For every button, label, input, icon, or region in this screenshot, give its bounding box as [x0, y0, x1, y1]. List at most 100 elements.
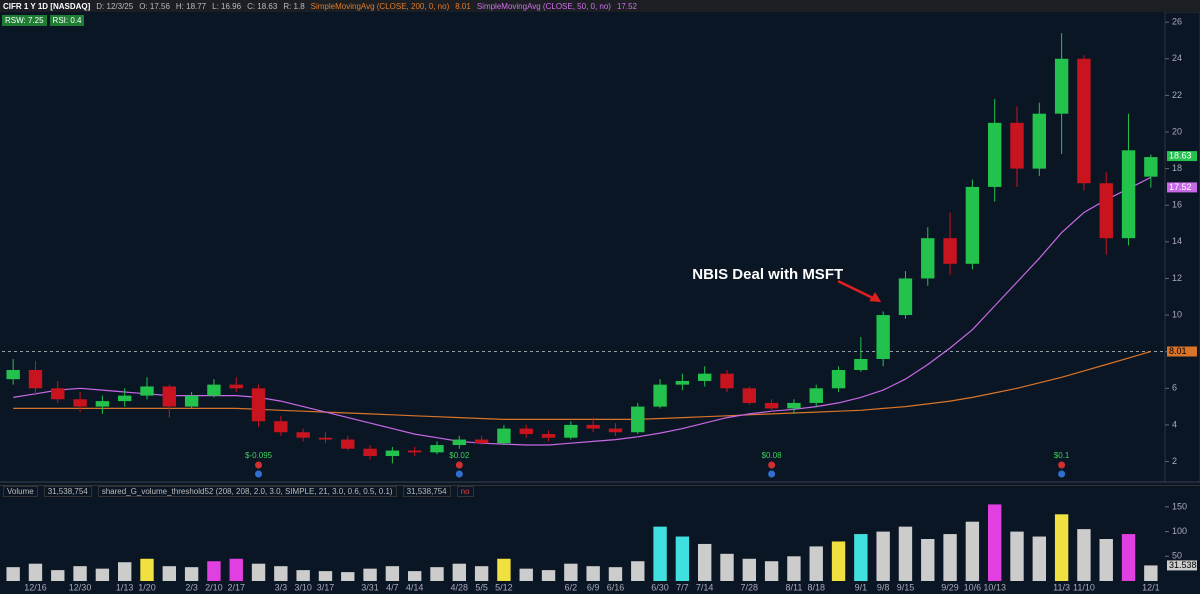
volume-bar [1054, 514, 1069, 581]
volume-bar [631, 561, 645, 581]
candle-body [876, 315, 890, 360]
volume-bar [586, 566, 600, 581]
volume-info: no [456, 485, 474, 497]
price-badge-label: 18.63 [1169, 150, 1192, 160]
event-label: $0.1 [1054, 451, 1070, 460]
volume-info: 31,538,754 [43, 485, 92, 497]
volume-bar [497, 558, 511, 581]
volume-bar [385, 566, 400, 581]
volume-bar [564, 563, 578, 581]
price-badge [1167, 560, 1197, 571]
moving-average-line [13, 176, 1152, 446]
volume-bar [698, 543, 712, 581]
x-tick-label: 3/31 [361, 582, 379, 592]
earnings-icon [455, 461, 463, 469]
candle-body [1144, 157, 1158, 177]
volume-bar [6, 567, 20, 581]
dividend-icon [768, 470, 776, 478]
dividend-icon [1058, 470, 1066, 478]
earnings-icon [255, 461, 263, 469]
volume-bar [653, 526, 667, 581]
candle-body [1032, 113, 1046, 169]
candle-body [854, 359, 868, 370]
volume-bar [363, 568, 377, 581]
x-tick-label: 4/28 [451, 582, 469, 592]
event-label: $-0.095 [245, 451, 273, 460]
candle-body [1010, 122, 1024, 169]
candle-body [1099, 183, 1113, 239]
volume-bar [318, 571, 333, 581]
x-tick-label: 6/16 [607, 582, 625, 592]
volume-bar [341, 572, 355, 581]
x-tick-label: 8/11 [785, 582, 802, 592]
candle-body [140, 386, 154, 396]
event-label: $0.08 [762, 451, 783, 460]
x-tick-label: 5/5 [475, 582, 488, 592]
volume-bar [965, 521, 980, 581]
y-tick-label: 20 [1172, 126, 1182, 136]
quote: R: 1.8 [283, 1, 305, 11]
candle-body [73, 399, 87, 407]
x-tick-label: 3/17 [317, 582, 335, 592]
candle-body [831, 369, 846, 389]
study-badge: RSW: 7.25 [2, 15, 47, 26]
y-tick-label: 6 [1172, 383, 1177, 393]
price-badge [1167, 346, 1197, 357]
price-badge-label: 31.5388 [1169, 560, 1200, 570]
volume-tick-label: 150 [1172, 501, 1187, 511]
y-tick-label: 26 [1172, 17, 1182, 27]
study-value: 8.01 [455, 1, 471, 11]
x-tick-label: 9/8 [877, 582, 890, 592]
volume-bar [742, 558, 756, 581]
candle-body [809, 388, 823, 403]
price-scale [1164, 11, 1200, 483]
volume-bar [118, 562, 132, 581]
candle-body [184, 395, 199, 407]
earnings-icon [768, 461, 776, 469]
x-tick-label: 7/7 [676, 582, 689, 592]
volume-bar [28, 563, 43, 581]
event-label: $0.02 [449, 451, 470, 460]
volume-bar [921, 539, 935, 581]
candle-body [474, 439, 489, 444]
study-badges: RSW: 7.25 RSI: 0.4 [2, 15, 85, 26]
x-tick-label: 11/10 [1073, 582, 1095, 592]
volume-bar [73, 566, 87, 581]
volume-header: Volume 31,538,754 shared_G_volume_thresh… [0, 485, 1200, 497]
candle-body [408, 450, 422, 453]
volume-tick-label: 100 [1172, 526, 1187, 536]
y-tick-label: 16 [1172, 200, 1182, 210]
dividend-icon [255, 470, 263, 478]
study-value: 17.52 [616, 1, 637, 11]
annotation-arrow [837, 279, 876, 301]
y-tick-label: 2 [1172, 456, 1177, 466]
symbol: CIFR 1 Y 1D [NASDAQ] [3, 1, 91, 11]
candle-body [764, 402, 779, 409]
volume-bar [452, 563, 466, 581]
x-tick-label: 12/30 [69, 582, 92, 592]
moving-average-line [13, 350, 1151, 420]
volume-bar [1121, 534, 1136, 581]
candle-body [541, 434, 556, 438]
x-tick-label: 7/28 [741, 582, 759, 592]
price-badge-label: 17.52 [1169, 182, 1192, 192]
x-tick-label: 10/13 [983, 582, 1006, 592]
candle-body [653, 384, 667, 407]
volume-bar [1032, 536, 1046, 581]
y-tick-label: 10 [1172, 309, 1182, 319]
x-tick-label: 12/1 [1142, 582, 1160, 592]
study-name: SimpleMovingAvg (CLOSE, 50, 0, no) [476, 1, 611, 11]
x-tick-label: 3/10 [294, 582, 312, 592]
volume-bar [988, 504, 1002, 581]
candle-body [274, 421, 288, 433]
candle-body [341, 439, 355, 449]
y-tick-label: 24 [1172, 53, 1182, 63]
candle-body [943, 238, 957, 264]
y-tick-label: 14 [1172, 236, 1182, 246]
study-name: SimpleMovingAvg (CLOSE, 200, 0, no) [310, 1, 450, 11]
candle-body [675, 380, 690, 385]
candle-body [95, 401, 110, 407]
x-tick-label: 9/15 [897, 582, 915, 592]
